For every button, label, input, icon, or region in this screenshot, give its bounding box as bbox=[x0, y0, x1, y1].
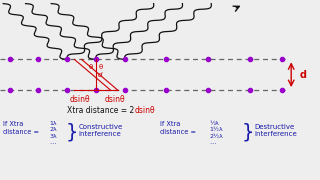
Text: }: } bbox=[66, 123, 78, 142]
Text: If Xtra
distance =: If Xtra distance = bbox=[160, 121, 196, 135]
Text: d: d bbox=[98, 72, 102, 78]
Text: 1λ
2λ
3λ
⋯: 1λ 2λ 3λ ⋯ bbox=[50, 121, 57, 145]
Text: ½λ
1½λ
2½λ
⋯: ½λ 1½λ 2½λ ⋯ bbox=[210, 121, 223, 145]
Text: }: } bbox=[242, 123, 254, 142]
Text: Xtra distance = 2: Xtra distance = 2 bbox=[67, 106, 134, 115]
Text: If Xtra
distance =: If Xtra distance = bbox=[3, 121, 39, 135]
Text: θ: θ bbox=[99, 64, 103, 70]
Text: Destructive
interference: Destructive interference bbox=[254, 124, 297, 137]
Text: d: d bbox=[299, 70, 306, 80]
Text: dsinθ: dsinθ bbox=[134, 106, 155, 115]
Text: dsinθ: dsinθ bbox=[105, 95, 125, 104]
Text: Constructive
interference: Constructive interference bbox=[78, 124, 123, 137]
Text: θ: θ bbox=[89, 64, 93, 70]
Text: dsinθ: dsinθ bbox=[70, 95, 90, 104]
